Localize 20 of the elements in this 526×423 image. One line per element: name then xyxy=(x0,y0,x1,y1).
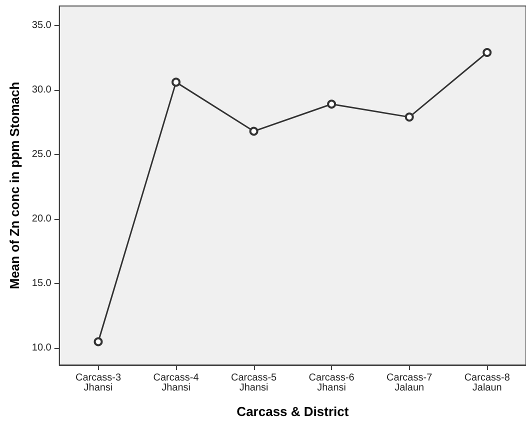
x-axis-title: Carcass & District xyxy=(236,404,350,419)
y-tick-label: 10.0 xyxy=(32,342,52,354)
x-tick-label: Carcass-3 Jhansi xyxy=(75,372,122,394)
y-axis-title: Mean of Zn conc in ppm Stomach xyxy=(7,82,22,290)
x-tick-label: Carcass-4 Jhansi xyxy=(153,372,200,394)
y-tick-label: 25.0 xyxy=(32,149,52,160)
x-tick-label: Carcass-5 Jhansi xyxy=(231,372,278,394)
point xyxy=(482,48,492,57)
x-tick-label: Carcass-8 Jalaun xyxy=(464,372,510,394)
y-tick-label: 15.0 xyxy=(32,278,52,290)
point xyxy=(404,112,414,122)
y-tick-label: 35.0 xyxy=(32,20,52,31)
point xyxy=(172,78,181,87)
y-tick-label: 20.0 xyxy=(32,214,52,225)
point xyxy=(249,126,258,136)
x-tick-label: Carcass-7 Jalaun xyxy=(386,372,433,394)
point xyxy=(327,100,336,109)
y-tick-label: 30.0 xyxy=(32,84,52,96)
x-tick-label: Carcass-6 Jhansi xyxy=(308,372,355,394)
point xyxy=(94,337,103,346)
